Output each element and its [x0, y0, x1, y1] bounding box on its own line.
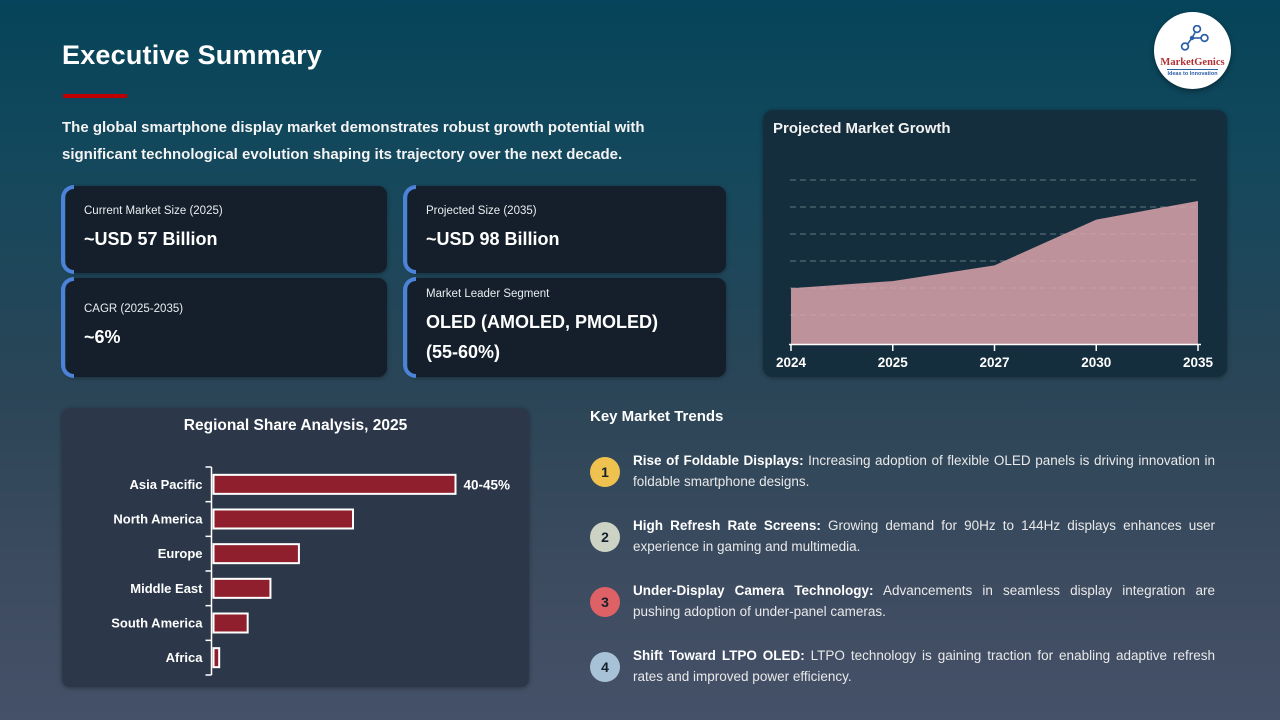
- stat-card: Market Leader Segment OLED (AMOLED, PMOLE…: [403, 277, 726, 378]
- stat-card-label: Current Market Size (2025): [84, 205, 223, 217]
- growth-chart-title: Projected Market Growth: [773, 120, 951, 137]
- trend-item: 1 Rise of Foldable Displays: Increasing a…: [590, 451, 1221, 492]
- trend-text: Rise of Foldable Displays: Increasing ad…: [633, 453, 1215, 489]
- stat-card-value-line: (55-60%): [426, 342, 501, 362]
- molecule-icon: [1176, 24, 1210, 56]
- trend-item: 2 High Refresh Rate Screens: Growing dema…: [590, 516, 1221, 557]
- stat-card: Current Market Size (2025) ~USD 57 Billio…: [61, 185, 387, 274]
- stat-cards: Current Market Size (2025) ~USD 57 Billio…: [61, 185, 726, 378]
- intro-paragraph: The global smartphone display market dem…: [62, 114, 727, 168]
- trend-number-badge: 2: [590, 521, 620, 552]
- trend-item: 4 Shift Toward LTPO OLED: LTPO technology…: [590, 646, 1221, 687]
- stat-card-value: ~6%: [84, 322, 369, 352]
- stat-card-value: ~USD 57 Billion: [84, 224, 369, 254]
- logo-tagline: Ideas to Innovation: [1167, 68, 1218, 77]
- logo-name: MarketGenics: [1160, 56, 1225, 68]
- stat-card-value: OLED (AMOLED, PMOLED) (55-60%): [426, 307, 708, 367]
- svg-text:40-45%: 40-45%: [464, 477, 511, 492]
- key-market-trends: Key Market Trends 1 Rise of Foldable Disp…: [590, 408, 1221, 687]
- svg-text:Middle East: Middle East: [130, 581, 203, 596]
- stat-card-value-line: OLED (AMOLED, PMOLED): [426, 312, 658, 332]
- svg-text:South America: South America: [111, 616, 203, 631]
- trend-number-badge: 3: [590, 586, 620, 617]
- trend-text: High Refresh Rate Screens: Growing deman…: [633, 518, 1215, 554]
- company-logo: MarketGenics Ideas to Innovation: [1154, 12, 1231, 89]
- stat-card-value: ~USD 98 Billion: [426, 224, 708, 254]
- stat-card: Projected Size (2035) ~USD 98 Billion: [403, 185, 726, 274]
- trend-label: Rise of Foldable Displays:: [633, 453, 804, 468]
- svg-text:2024: 2024: [776, 355, 807, 370]
- trend-label: Under-Display Camera Technology:: [633, 583, 874, 598]
- svg-text:Asia Pacific: Asia Pacific: [130, 477, 203, 492]
- trend-label: Shift Toward LTPO OLED:: [633, 648, 805, 663]
- title-underline-accent: [63, 94, 127, 98]
- page-title: Executive Summary: [62, 40, 323, 70]
- regional-chart-title: Regional Share Analysis, 2025: [183, 417, 408, 434]
- svg-text:Africa: Africa: [166, 650, 204, 665]
- trend-label: High Refresh Rate Screens:: [633, 518, 821, 533]
- svg-text:Europe: Europe: [158, 546, 203, 561]
- svg-text:North America: North America: [113, 512, 203, 527]
- growth-area-chart: 2024 2025 2027 2030 2035: [776, 179, 1214, 370]
- stat-card: CAGR (2025-2035) ~6%: [61, 277, 387, 378]
- regional-bar-chart: Asia Pacific 40-45% North America Europe Mid…: [111, 466, 511, 676]
- intro-line: The global smartphone display market dem…: [62, 119, 645, 136]
- trend-item: 3 Under-Display Camera Technology: Advanc…: [590, 581, 1221, 622]
- svg-text:2025: 2025: [878, 355, 909, 370]
- svg-text:2027: 2027: [979, 355, 1009, 370]
- stat-card-label: Market Leader Segment: [426, 288, 550, 300]
- svg-text:2030: 2030: [1081, 355, 1111, 370]
- intro-line: significant technological evolution shap…: [62, 146, 623, 163]
- trend-text: Shift Toward LTPO OLED: LTPO technology …: [633, 648, 1215, 684]
- trends-heading: Key Market Trends: [590, 408, 724, 425]
- regional-chart-panel: Regional Share Analysis, 2025 Asia Pacif…: [62, 408, 529, 687]
- trends-list: 1 Rise of Foldable Displays: Increasing a…: [590, 451, 1221, 687]
- trend-number-badge: 4: [590, 651, 620, 682]
- stat-card-label: CAGR (2025-2035): [84, 303, 184, 315]
- stat-card-value-line: ~USD 98 Billion: [426, 229, 560, 249]
- trend-number-badge: 1: [590, 456, 620, 487]
- growth-chart-panel: Projected Market Growth 2024 2025 2027 2030…: [763, 110, 1227, 377]
- stat-card-value-line: ~USD 57 Billion: [84, 229, 218, 249]
- stat-card-label: Projected Size (2035): [426, 205, 537, 217]
- stat-card-value-line: ~6%: [84, 327, 121, 347]
- svg-text:2035: 2035: [1183, 355, 1214, 370]
- trend-text: Under-Display Camera Technology: Advance…: [633, 583, 1215, 619]
